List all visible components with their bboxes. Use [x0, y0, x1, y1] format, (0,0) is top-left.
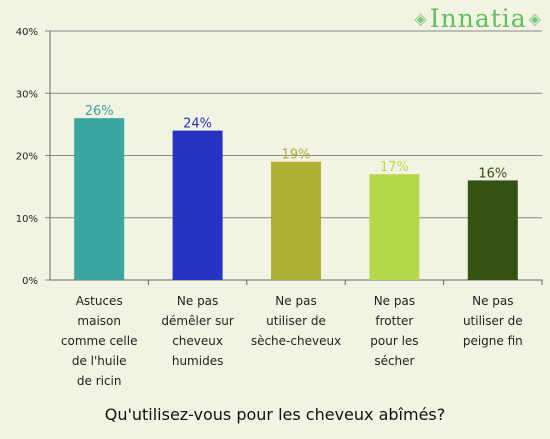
x-category-label: maison — [77, 314, 121, 328]
x-category-label: Ne pas — [275, 294, 316, 308]
bar-value-label: 16% — [478, 166, 507, 181]
logo-ornament-right-icon: ◈ — [528, 9, 542, 28]
x-category-label: utiliser de — [463, 314, 523, 328]
x-category-label: Ne pas — [177, 294, 218, 308]
bar-value-label: 19% — [282, 148, 311, 163]
bar-value-label: 24% — [183, 117, 212, 132]
x-category-label: cheveux — [172, 334, 223, 348]
bar — [467, 180, 518, 280]
bar-value-label: 17% — [380, 160, 409, 175]
bar — [74, 118, 125, 281]
x-category-label: de l'huile — [72, 354, 127, 368]
y-tick-label: 10% — [16, 214, 38, 225]
bar — [271, 161, 321, 280]
x-category-label: sécher — [374, 354, 414, 368]
y-tick-label: 30% — [16, 89, 38, 100]
x-category-label: comme celle — [61, 334, 138, 348]
x-category-label: pour les — [370, 334, 418, 348]
x-category-label: Astuces — [76, 294, 123, 308]
y-tick-label: 20% — [16, 152, 38, 163]
x-category-label: Ne pas — [374, 294, 415, 308]
y-tick-label: 0% — [22, 276, 38, 287]
innatia-logo[interactable]: ◈ Innatia ◈ — [414, 4, 542, 33]
x-category-label: humides — [172, 354, 224, 368]
y-tick-label: 40% — [16, 27, 38, 38]
bar-value-label: 26% — [85, 104, 114, 119]
x-category-label: sèche-cheveux — [251, 334, 341, 348]
x-category-label: Ne pas — [472, 294, 513, 308]
logo-ornament-left-icon: ◈ — [414, 9, 428, 28]
x-category-label: démêler sur — [161, 314, 233, 328]
x-category-label: utiliser de — [266, 314, 326, 328]
bar — [172, 130, 223, 280]
poll-question: Qu'utilisez-vous pour les cheveux abîmés… — [104, 405, 446, 424]
x-category-label: peigne fin — [463, 334, 523, 348]
x-category-label: frotter — [375, 314, 413, 328]
x-category-label: de ricin — [77, 374, 122, 388]
logo-text: Innatia — [429, 4, 527, 33]
bar — [369, 174, 420, 280]
